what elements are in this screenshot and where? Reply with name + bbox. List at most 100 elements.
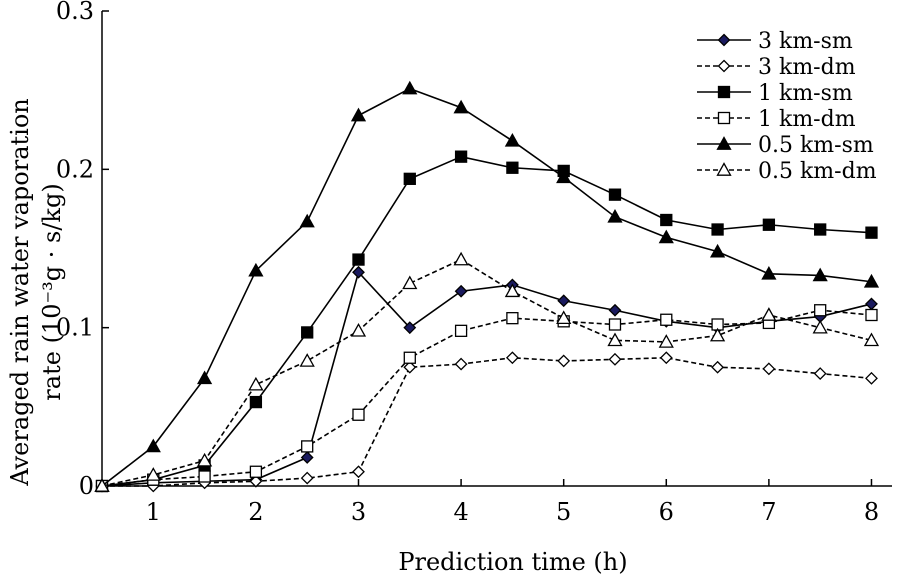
data-point <box>300 471 314 485</box>
data-point <box>814 304 827 317</box>
data-point <box>556 310 572 325</box>
data-point <box>865 226 878 239</box>
data-point <box>198 470 211 483</box>
data-point <box>607 208 623 223</box>
data-point <box>863 332 880 347</box>
data-point <box>608 318 622 331</box>
data-point <box>301 326 314 339</box>
data-point <box>717 59 731 73</box>
data-point <box>505 351 519 365</box>
data-point <box>711 223 724 236</box>
y-axis-title-line2: rate (10⁻³g · s/kg) <box>38 183 66 400</box>
data-point <box>94 478 110 492</box>
data-point <box>352 465 365 479</box>
legend-entry: 0.5 km-sm <box>697 133 874 158</box>
data-point <box>453 251 469 266</box>
y-axis-title-line1: Averaged rain water vaporation <box>6 98 34 487</box>
data-point <box>403 172 416 185</box>
data-point <box>716 162 732 176</box>
data-point <box>196 452 213 467</box>
legend-entry: 3 km-sm <box>697 29 853 54</box>
data-point <box>761 307 777 321</box>
data-point <box>403 351 416 364</box>
data-point <box>453 99 469 114</box>
legend-label: 3 km-sm <box>758 29 853 54</box>
series-line <box>102 356 872 487</box>
series-3-km-sm <box>95 265 878 493</box>
legend-label: 0.5 km-dm <box>758 159 877 184</box>
axes <box>101 11 892 487</box>
series-line <box>101 309 872 487</box>
data-point <box>352 265 365 279</box>
x-tick-label: 1 <box>146 498 161 526</box>
series-1-km-sm <box>95 150 878 493</box>
data-point <box>761 265 777 280</box>
data-point <box>402 80 418 95</box>
series-line <box>101 155 872 487</box>
legend-label: 0.5 km-sm <box>758 133 874 158</box>
legend-label: 3 km-dm <box>758 55 856 80</box>
data-point <box>196 370 213 385</box>
data-point <box>812 319 828 334</box>
data-point <box>556 169 572 184</box>
data-point <box>717 85 731 99</box>
legend-label: 1 km-sm <box>758 81 853 106</box>
data-point <box>504 132 520 147</box>
data-point <box>350 322 367 337</box>
data-point <box>814 223 827 236</box>
x-tick-label: 7 <box>761 498 776 526</box>
data-point <box>145 467 161 481</box>
data-point <box>506 312 519 325</box>
data-point <box>249 395 263 409</box>
data-point <box>709 327 726 342</box>
x-tick-label: 6 <box>659 498 674 526</box>
y-tick-label: 0.1 <box>56 314 94 342</box>
data-point <box>454 284 468 298</box>
y-tick-label: 0 <box>79 472 94 500</box>
y-axis-ticks: 0 0.1 0.2 0.3 <box>56 0 109 500</box>
data-point <box>504 283 520 298</box>
data-point <box>248 376 264 391</box>
x-axis-ticks: 1 2 3 4 5 6 7 8 <box>146 479 879 526</box>
x-tick-label: 3 <box>351 498 366 526</box>
data-point <box>454 357 468 371</box>
data-point <box>403 360 417 374</box>
data-point <box>762 362 776 376</box>
data-point <box>402 275 418 290</box>
data-point <box>659 351 673 365</box>
data-point <box>300 451 314 464</box>
data-point <box>557 294 571 308</box>
data-point <box>711 360 725 374</box>
data-point <box>350 107 367 122</box>
data-point <box>454 150 468 163</box>
series-line <box>101 258 872 487</box>
data-point <box>865 308 878 322</box>
data-point <box>506 161 519 174</box>
x-tick-label: 5 <box>556 498 571 526</box>
data-point <box>660 313 673 326</box>
series-0-5-km-dm <box>94 251 880 492</box>
legend: 3 km-sm3 km-dm1 km-sm1 km-dm0.5 km-sm0.5… <box>697 29 877 184</box>
data-point <box>403 321 417 335</box>
data-point <box>145 438 161 453</box>
series-layer <box>94 80 880 493</box>
data-point <box>762 218 776 231</box>
data-point <box>716 136 732 150</box>
data-point <box>608 352 622 366</box>
data-point <box>717 33 731 47</box>
data-point <box>249 474 263 488</box>
data-point <box>863 273 880 288</box>
data-point <box>299 353 315 367</box>
data-point <box>658 229 674 244</box>
series-1-km-dm <box>95 304 878 493</box>
x-tick-label: 8 <box>864 498 879 526</box>
series-line <box>101 87 872 487</box>
data-point <box>608 303 622 317</box>
data-point <box>865 371 878 385</box>
data-point <box>607 332 623 347</box>
y-tick-label: 0.2 <box>56 155 94 183</box>
x-tick-label: 4 <box>453 498 468 526</box>
data-point <box>608 188 622 201</box>
